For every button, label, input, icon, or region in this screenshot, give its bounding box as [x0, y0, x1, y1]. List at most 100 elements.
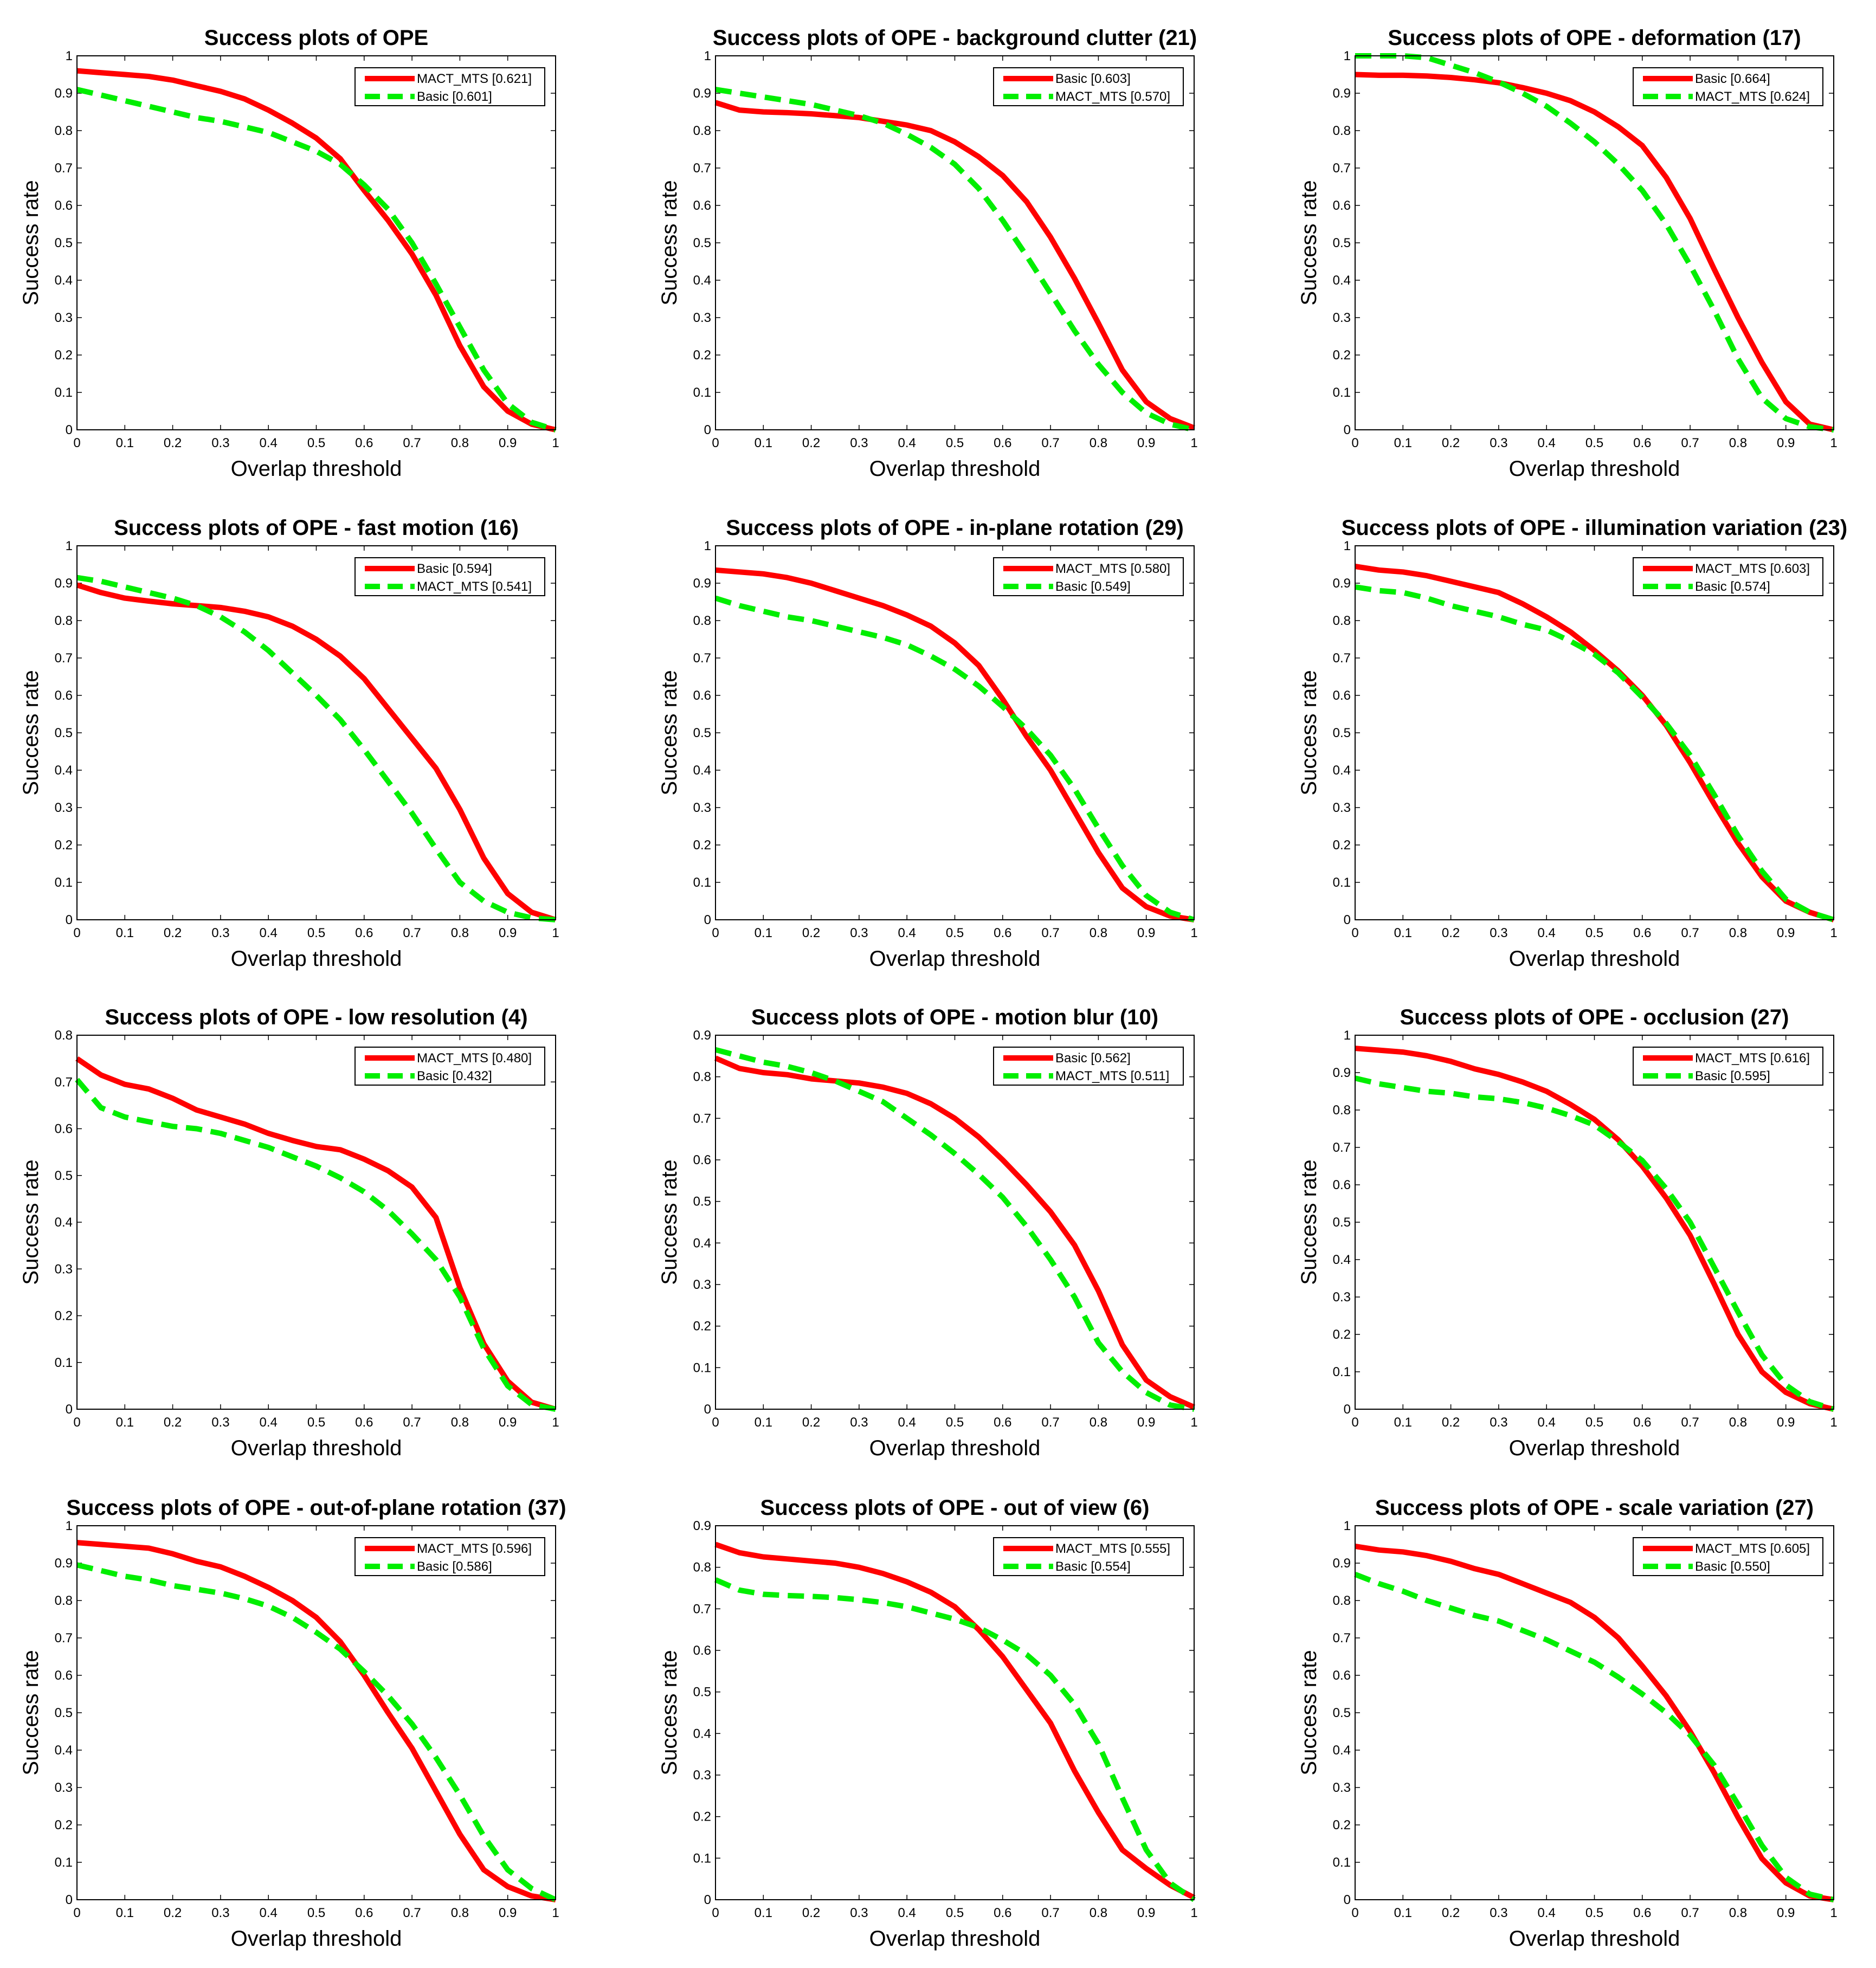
y-tick-label: 0.2: [1333, 838, 1351, 853]
x-tick-label: 0.6: [355, 1906, 373, 1920]
legend-entry: Basic [0.549]: [1055, 579, 1131, 594]
x-tick-label: 0.5: [307, 1906, 325, 1920]
legend: Basic [0.603] MACT_MTS [0.570]: [993, 67, 1184, 106]
x-tick-label: 0.5: [946, 926, 964, 940]
legend-box: [1633, 67, 1823, 106]
y-tick-label: 0.6: [1333, 198, 1351, 213]
y-tick-label: 0.2: [55, 838, 73, 853]
x-tick-label: 0.8: [1729, 436, 1747, 450]
x-tick-label: 0.8: [1729, 1415, 1747, 1430]
y-tick-label: 0: [1344, 1402, 1351, 1417]
y-tick-label: 0.8: [693, 1560, 711, 1575]
y-tick-label: 0.3: [55, 801, 73, 815]
plot-frame: [1355, 1035, 1834, 1410]
y-tick-label: 0.7: [1333, 1140, 1351, 1155]
y-tick-label: 0.1: [1333, 875, 1351, 890]
x-tick-label: 0.7: [1681, 1415, 1699, 1430]
x-tick-label: 0: [1351, 1906, 1358, 1920]
y-tick-label: 1: [704, 49, 711, 63]
y-tick-label: 0.2: [55, 348, 73, 363]
x-tick-label: 0.7: [1041, 1906, 1059, 1920]
y-tick-label: 1: [66, 539, 73, 553]
y-tick-label: 0.4: [693, 1726, 711, 1741]
series-line-dashed: [715, 87, 1195, 433]
series-line-dashed: [1354, 1075, 1835, 1412]
legend-entry: MACT_MTS [0.570]: [1055, 89, 1170, 104]
y-tick-label: 0.3: [1333, 1290, 1351, 1305]
y-tick-label: 0.5: [1333, 1706, 1351, 1720]
y-tick-label: 0.8: [1333, 1103, 1351, 1118]
x-tick-label: 0.5: [946, 1906, 964, 1920]
x-tick-label: 0.3: [850, 926, 868, 940]
y-tick-label: 0.8: [1333, 124, 1351, 138]
y-tick-label: 1: [1344, 1028, 1351, 1043]
y-tick-label: 0.9: [693, 86, 711, 101]
x-tick-label: 0.3: [1490, 1906, 1507, 1920]
x-axis-label: Overlap threshold: [1509, 947, 1680, 971]
chart-panel: Success plots of OPE - in-plane rotation…: [657, 516, 1198, 971]
y-tick-label: 0.1: [55, 1855, 73, 1870]
y-tick-label: 0.7: [55, 161, 73, 176]
x-tick-label: 0.1: [1394, 436, 1412, 450]
x-tick-label: 1: [1190, 436, 1197, 450]
y-axis-label: Success rate: [657, 1159, 681, 1285]
y-tick-label: 0.8: [1333, 614, 1351, 628]
y-tick-label: 0: [704, 1402, 711, 1417]
y-tick-label: 0.8: [693, 124, 711, 138]
x-tick-label: 0.3: [211, 436, 229, 450]
y-tick-label: 0.1: [1333, 385, 1351, 400]
legend-entry: MACT_MTS [0.596]: [417, 1541, 532, 1556]
legend-entry: MACT_MTS [0.541]: [417, 579, 532, 594]
y-tick-label: 0.7: [55, 1075, 73, 1089]
legend: MACT_MTS [0.603] Basic [0.574]: [1633, 557, 1823, 596]
x-tick-label: 0.5: [946, 436, 964, 450]
x-axis-label: Overlap threshold: [869, 1927, 1041, 1951]
legend: MACT_MTS [0.605] Basic [0.550]: [1633, 1537, 1823, 1576]
x-tick-label: 0.3: [850, 1415, 868, 1430]
x-tick-label: 0.4: [260, 926, 278, 940]
y-tick-label: 0.5: [1333, 236, 1351, 250]
x-tick-label: 0.8: [1090, 1906, 1107, 1920]
y-tick-label: 0.5: [693, 236, 711, 250]
y-tick-label: 0.5: [55, 1706, 73, 1720]
x-tick-label: 0.2: [802, 436, 820, 450]
y-tick-label: 0.1: [693, 875, 711, 890]
y-tick-label: 0.7: [55, 1631, 73, 1646]
x-tick-label: 0.4: [260, 436, 278, 450]
y-tick-label: 0.9: [1333, 576, 1351, 591]
series-line-solid: [76, 1540, 556, 1902]
y-tick-label: 0.4: [55, 1743, 73, 1758]
y-axis-label: Success rate: [657, 670, 681, 795]
x-tick-label: 0.9: [499, 436, 517, 450]
chart-title: Success plots of OPE - out-of-plane rota…: [66, 1496, 566, 1520]
legend-box: [354, 67, 545, 106]
legend: Basic [0.562] MACT_MTS [0.511]: [993, 1047, 1184, 1086]
x-axis-label: Overlap threshold: [1509, 457, 1680, 481]
series-line-dashed: [714, 595, 1195, 922]
series-line-dashed: [714, 1577, 1196, 1902]
y-axis-label: Success rate: [19, 1159, 43, 1285]
chart-panel: Success plots of OPE - deformation (17) O…: [1297, 26, 1838, 481]
x-tick-label: 0.6: [1633, 1906, 1651, 1920]
x-tick-label: 0.2: [802, 926, 820, 940]
y-tick-label: 0: [66, 1402, 73, 1417]
y-tick-label: 0.2: [55, 1818, 73, 1833]
legend-box: [993, 557, 1184, 596]
x-tick-label: 0.8: [1729, 1906, 1747, 1920]
chart-panel: Success plots of OPE - fast motion (16) O…: [19, 516, 559, 971]
x-tick-label: 0.2: [802, 1415, 820, 1430]
chart-title: Success plots of OPE - illumination vari…: [1342, 516, 1848, 540]
x-tick-label: 0.2: [164, 1415, 182, 1430]
x-tick-label: 0.9: [1777, 1415, 1795, 1430]
legend-entry: MACT_MTS [0.480]: [417, 1051, 532, 1066]
x-tick-label: 0.1: [116, 436, 134, 450]
x-tick-label: 0.2: [802, 1906, 820, 1920]
plot-frame: [715, 1035, 1195, 1410]
y-tick-label: 0.7: [693, 1111, 711, 1126]
y-tick-label: 0.3: [55, 1262, 73, 1276]
series-line-solid: [1355, 1543, 1834, 1902]
x-tick-label: 0.1: [755, 1415, 772, 1430]
x-tick-label: 0.9: [1777, 1906, 1795, 1920]
x-tick-label: 0.4: [1538, 436, 1556, 450]
